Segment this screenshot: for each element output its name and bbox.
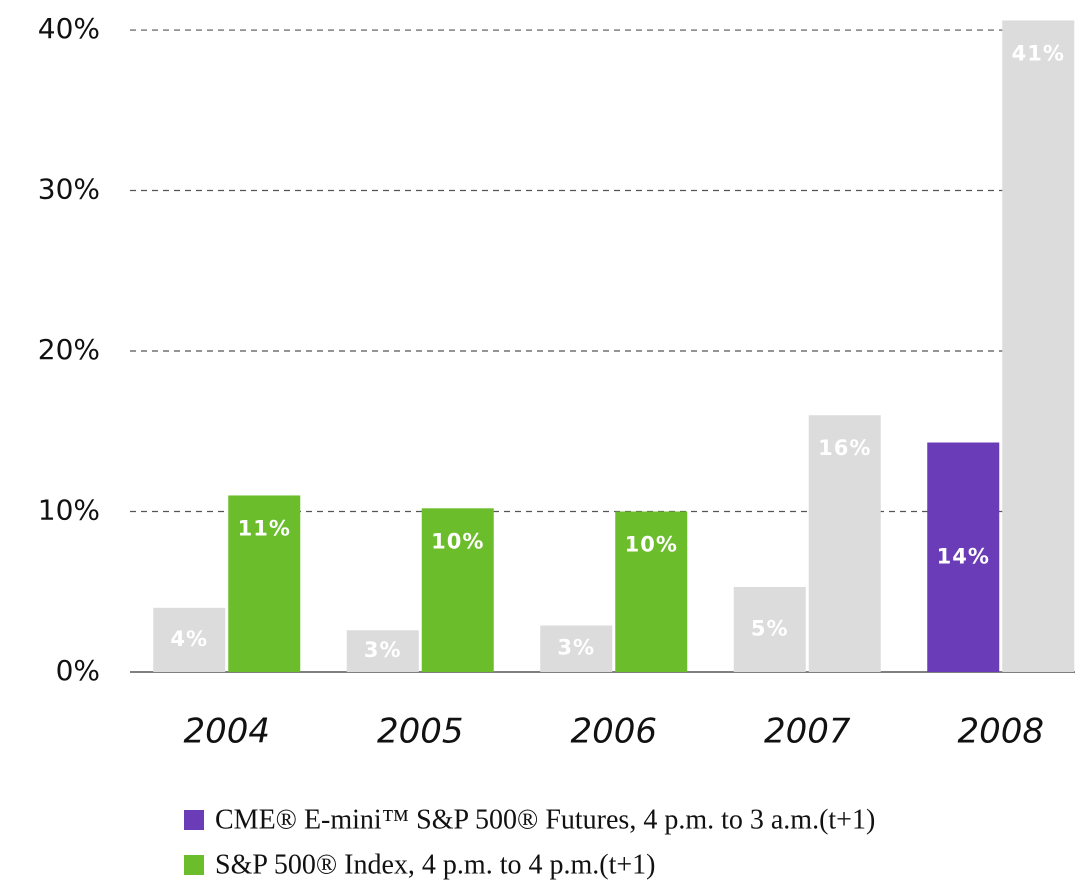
- value-label: 14%: [937, 544, 990, 568]
- value-label: 10%: [625, 533, 678, 557]
- value-label: 10%: [431, 529, 484, 553]
- y-tick-label: 40%: [38, 12, 100, 45]
- value-label: 41%: [1012, 41, 1065, 65]
- value-label: 16%: [818, 436, 871, 460]
- legend-swatch: [184, 855, 204, 875]
- bar: [346, 630, 419, 672]
- legend-label: CME® E-mini™ S&P 500® Futures, 4 p.m. to…: [215, 804, 875, 835]
- y-tick-label: 0%: [56, 654, 100, 687]
- bar: [808, 415, 881, 672]
- value-label: 3%: [557, 636, 595, 660]
- x-tick-label: 2005: [377, 712, 464, 752]
- bar: [421, 508, 494, 672]
- bar: [733, 586, 806, 672]
- x-tick-label: 2007: [764, 712, 851, 752]
- x-tick-label: 2004: [183, 712, 270, 752]
- bar: [615, 511, 688, 672]
- bar: [1002, 20, 1075, 673]
- bar: [540, 625, 613, 672]
- value-label: 3%: [364, 638, 402, 662]
- bar: [153, 607, 226, 672]
- x-tick-label: 2008: [957, 712, 1044, 752]
- legend-label: S&P 500® Index, 4 p.m. to 4 p.m.(t+1): [215, 849, 655, 880]
- bar: [228, 495, 301, 672]
- y-tick-label: 10%: [38, 494, 100, 527]
- value-label: 11%: [238, 516, 291, 540]
- y-tick-label: 20%: [38, 333, 100, 366]
- bar: [927, 442, 1000, 672]
- legend-swatch: [184, 810, 204, 830]
- value-label: 4%: [170, 627, 208, 651]
- y-tick-label: 30%: [38, 173, 100, 206]
- value-label: 5%: [751, 616, 789, 640]
- x-tick-label: 2006: [570, 712, 657, 752]
